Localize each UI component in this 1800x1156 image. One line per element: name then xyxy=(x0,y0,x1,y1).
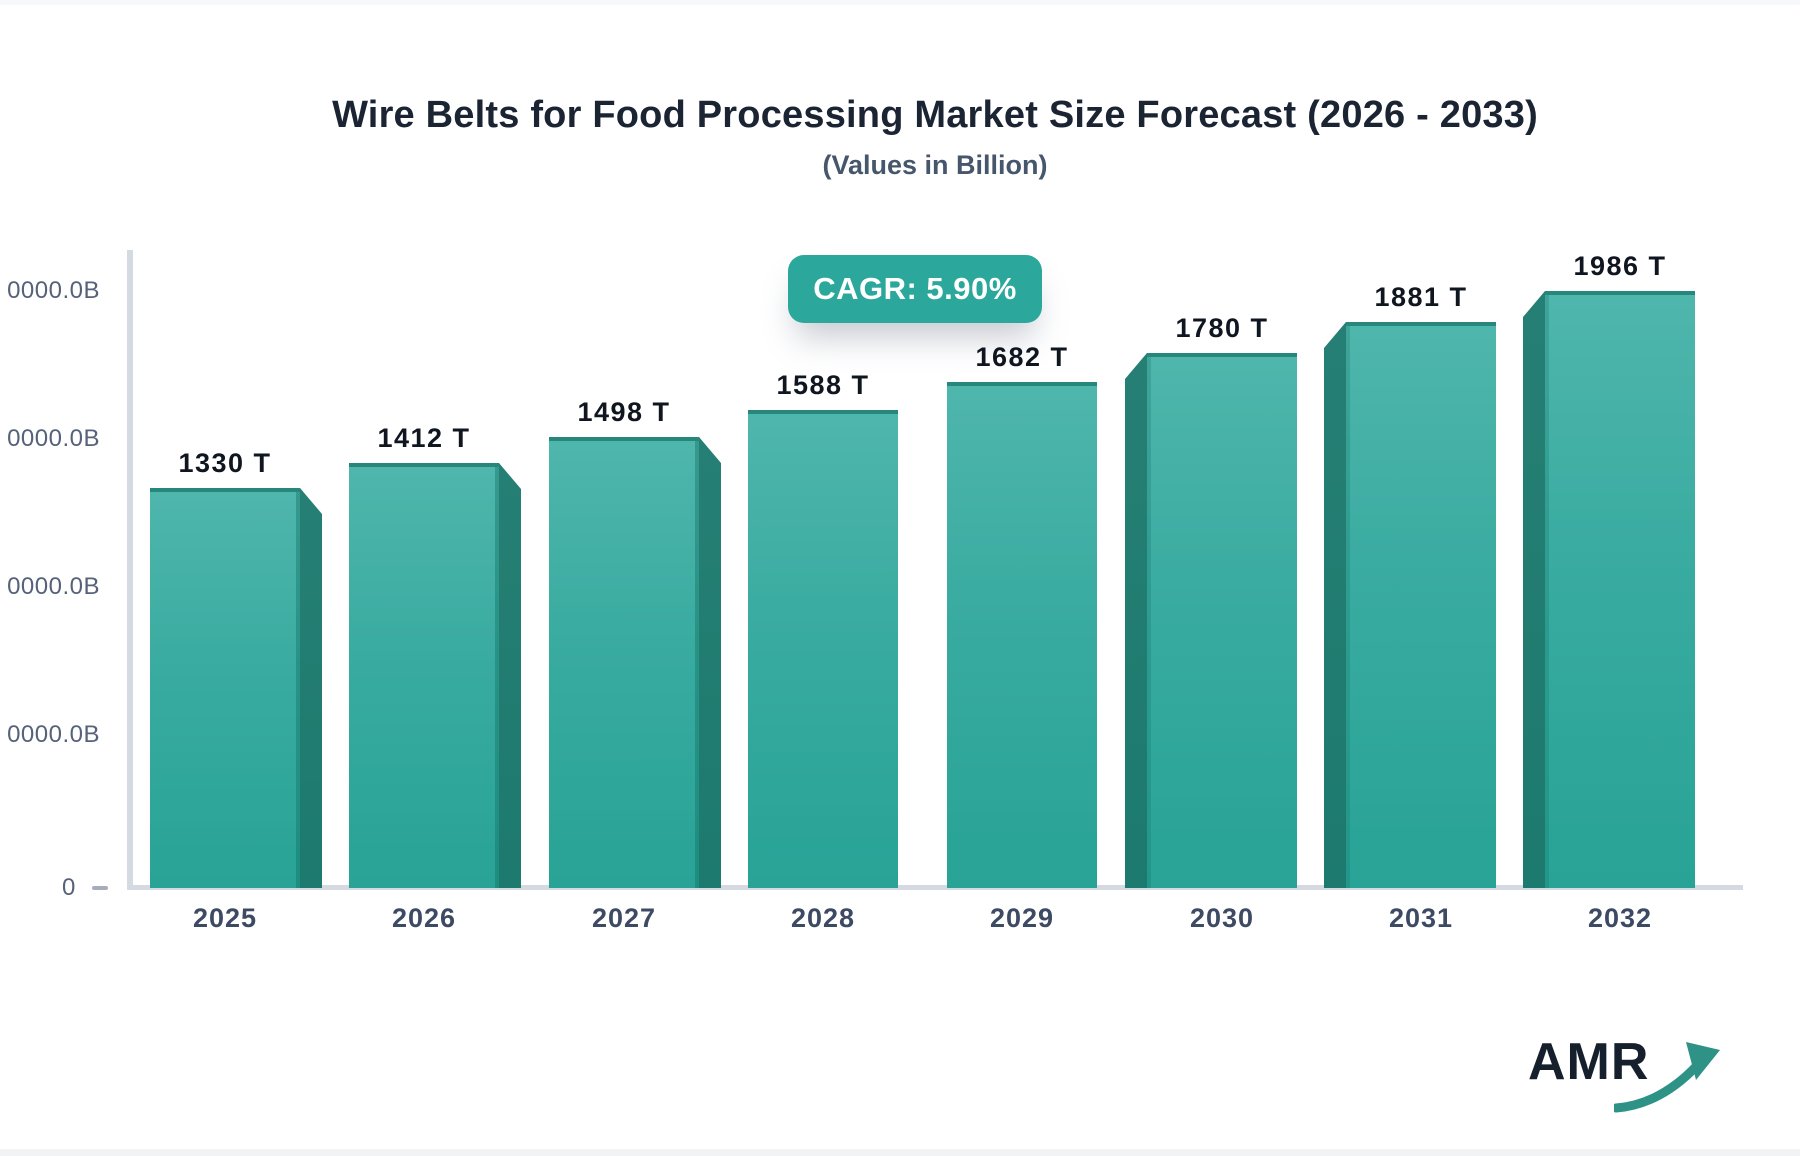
x-axis-label-2028: 2028 xyxy=(790,903,856,933)
y-tick-label: 0000.0B xyxy=(7,425,100,452)
amr-logo-text: AMR xyxy=(1528,1033,1650,1091)
top-strip xyxy=(0,0,1800,5)
x-axis-label-2030: 2030 xyxy=(1189,903,1255,933)
bar-value-label-2027: 1498 T xyxy=(577,397,671,427)
x-axis-label-2025: 2025 xyxy=(192,903,258,933)
bar-3d-side-2032 xyxy=(1523,291,1545,888)
x-axis-label-2031: 2031 xyxy=(1388,903,1454,933)
bar-value-label-2029: 1682 T xyxy=(975,342,1069,372)
bar-value-label-2030: 1780 T xyxy=(1175,313,1269,343)
cagr-badge-label: CAGR: 5.90% xyxy=(813,271,1017,306)
y-zero-label: 0 xyxy=(62,874,76,901)
x-axis-label-2027: 2027 xyxy=(591,903,657,933)
bar-value-label-2031: 1881 T xyxy=(1374,282,1468,312)
bar-value-label-2032: 1986 T xyxy=(1573,251,1667,281)
cagr-badge: CAGR: 5.90% xyxy=(788,255,1042,323)
bar-value-label-2028: 1588 T xyxy=(776,370,870,400)
bar-3d-side-2025 xyxy=(300,488,322,888)
bottom-strip xyxy=(0,1149,1800,1156)
chart-subtitle: (Values in Billion) xyxy=(822,150,1048,180)
y-tick-label: 0000.0B xyxy=(7,573,100,600)
bar-2032 xyxy=(1545,291,1695,888)
bar-3d-side-2031 xyxy=(1324,322,1346,888)
y-tick-label: 0000.0B xyxy=(7,721,100,748)
bar-2025 xyxy=(150,488,300,888)
bar-3d-side-2026 xyxy=(499,463,521,888)
growth-arrow-icon xyxy=(1614,1042,1720,1113)
bar-2026 xyxy=(349,463,499,888)
chart-title: Wire Belts for Food Processing Market Si… xyxy=(332,94,1538,136)
bar-3d-side-2030 xyxy=(1125,353,1147,888)
x-axis-label-2032: 2032 xyxy=(1587,903,1653,933)
bar-3d-side-2027 xyxy=(699,437,721,888)
y-zero-tick xyxy=(92,886,108,890)
bar-2027 xyxy=(549,437,699,888)
y-tick-label: 0000.0B xyxy=(7,277,100,304)
bar-2029 xyxy=(947,382,1097,888)
x-axis-label-2026: 2026 xyxy=(391,903,457,933)
bar-2031 xyxy=(1346,322,1496,888)
bar-2030 xyxy=(1147,353,1297,888)
bar-2028 xyxy=(748,410,898,888)
y-axis-line xyxy=(127,250,133,888)
bar-value-label-2025: 1330 T xyxy=(178,448,272,478)
amr-logo: AMR xyxy=(1528,1032,1728,1122)
x-axis-label-2029: 2029 xyxy=(989,903,1055,933)
bar-value-label-2026: 1412 T xyxy=(377,423,471,453)
x-axis-baseline xyxy=(127,885,1743,890)
